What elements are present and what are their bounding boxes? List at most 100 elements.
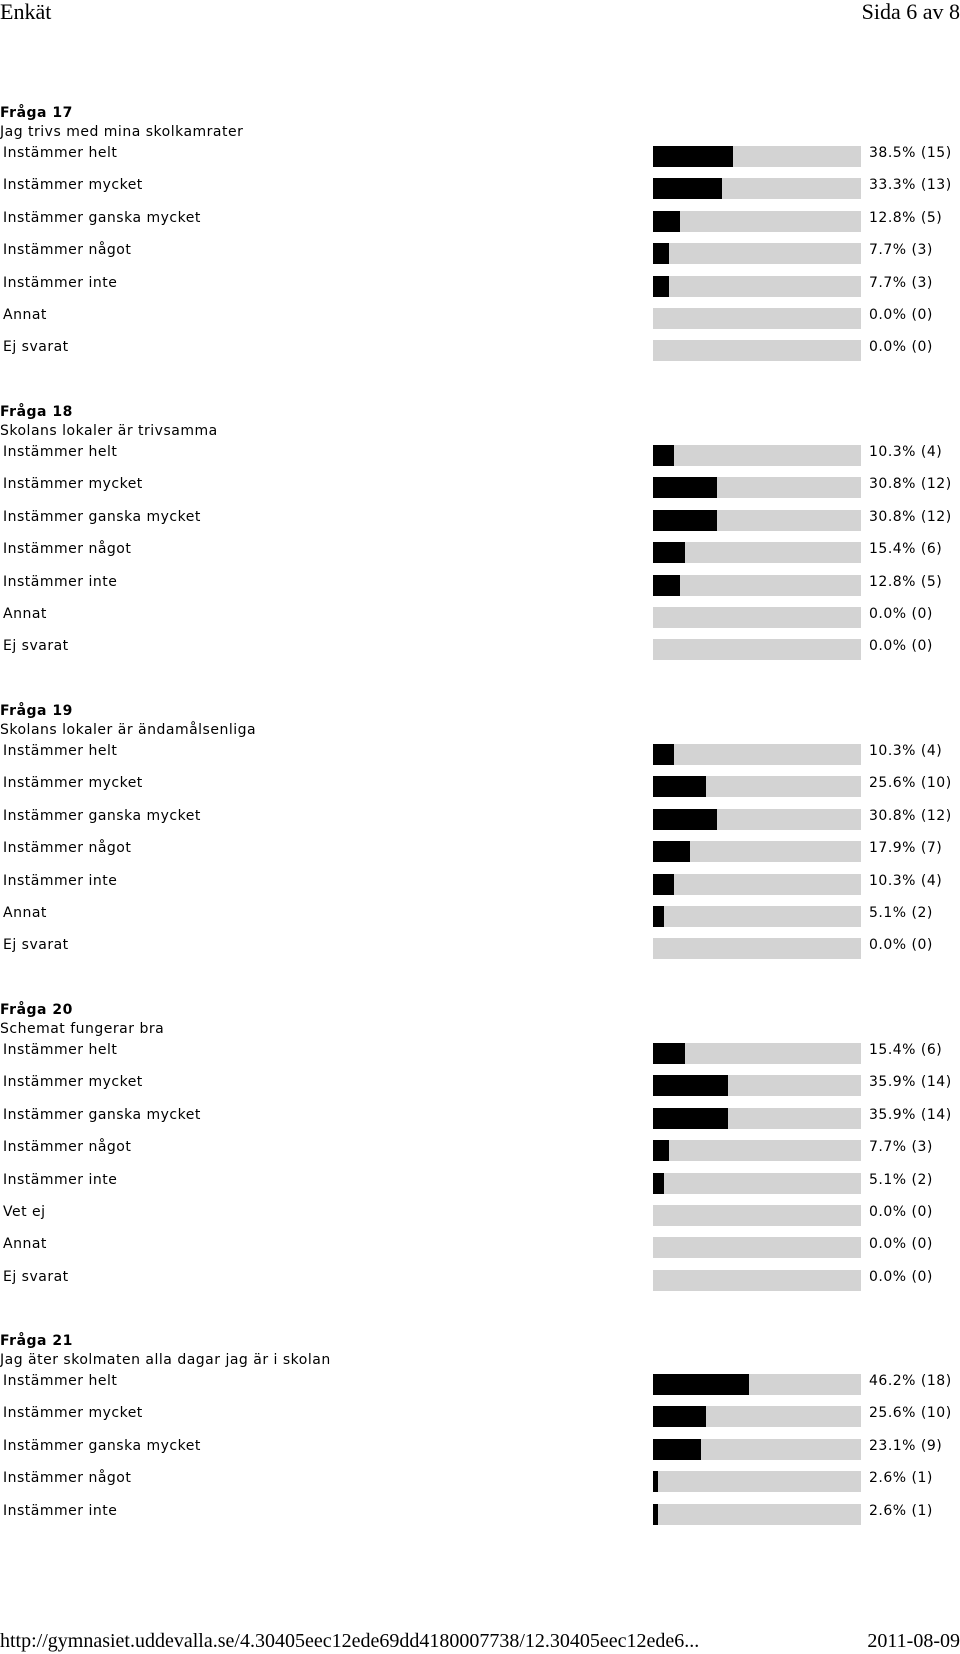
result-bar-track bbox=[653, 340, 861, 362]
answer-row: Instämmer ganska mycket 23.1% (9) bbox=[0, 1436, 960, 1468]
answer-value: 35.9% (14) bbox=[869, 1074, 952, 1091]
answer-value: 35.9% (14) bbox=[869, 1106, 952, 1123]
result-bar-track bbox=[653, 542, 861, 564]
answer-value: 30.8% (12) bbox=[869, 807, 952, 824]
answer-value: 0.0% (0) bbox=[869, 638, 933, 655]
result-bar-fill bbox=[653, 542, 685, 564]
result-bar-track bbox=[653, 906, 861, 927]
answer-value: 15.4% (6) bbox=[869, 541, 943, 558]
answer-row: Instämmer ganska mycket 30.8% (12) bbox=[0, 507, 960, 539]
answer-label: Instämmer mycket bbox=[3, 476, 143, 493]
answer-row: Instämmer mycket 25.6% (10) bbox=[0, 1403, 960, 1435]
answer-row: Instämmer mycket 33.3% (13) bbox=[0, 175, 960, 207]
result-bar-fill bbox=[653, 445, 674, 466]
answer-label: Instämmer något bbox=[3, 541, 132, 558]
answer-row: Ej svarat 0.0% (0) bbox=[0, 1267, 960, 1299]
result-bar-track bbox=[653, 639, 861, 661]
answer-value: 10.3% (4) bbox=[869, 872, 943, 889]
answer-label: Instämmer inte bbox=[3, 274, 118, 291]
answer-value: 12.8% (5) bbox=[869, 209, 943, 226]
result-bar-track bbox=[653, 607, 861, 628]
page-number: Sida 6 av 8 bbox=[861, 0, 960, 24]
answer-value: 23.1% (9) bbox=[869, 1437, 943, 1454]
answer-row: Instämmer helt 38.5% (15) bbox=[0, 143, 960, 175]
answer-label: Ej svarat bbox=[3, 1268, 69, 1285]
result-bar-fill bbox=[653, 873, 674, 895]
result-bar-track bbox=[653, 1043, 861, 1064]
answer-row: Instämmer inte 2.6% (1) bbox=[0, 1501, 960, 1533]
answer-value: 0.0% (0) bbox=[869, 1236, 933, 1253]
answer-row: Instämmer helt 15.4% (6) bbox=[0, 1040, 960, 1072]
result-bar-fill bbox=[653, 1374, 749, 1395]
page-header-title: Enkät bbox=[0, 0, 52, 24]
answer-row: Instämmer inte 7.7% (3) bbox=[0, 273, 960, 305]
answer-value: 0.0% (0) bbox=[869, 1204, 933, 1220]
answer-value: 46.2% (18) bbox=[869, 1373, 952, 1389]
answer-value: 10.3% (4) bbox=[869, 743, 943, 759]
answer-value: 17.9% (7) bbox=[869, 840, 943, 857]
answer-row: Instämmer inte 10.3% (4) bbox=[0, 871, 960, 903]
answer-row: Instämmer något 17.9% (7) bbox=[0, 838, 960, 870]
result-bar-fill bbox=[653, 509, 717, 531]
answer-label: Instämmer inte bbox=[3, 872, 118, 889]
result-bar-track bbox=[653, 477, 861, 499]
result-bar-fill bbox=[653, 178, 722, 200]
answer-label: Instämmer helt bbox=[3, 145, 118, 161]
answer-row: Annat 0.0% (0) bbox=[0, 1234, 960, 1266]
answer-row: Instämmer mycket 35.9% (14) bbox=[0, 1072, 960, 1104]
result-bar-track bbox=[653, 1107, 861, 1129]
answer-value: 10.3% (4) bbox=[869, 444, 943, 460]
answer-label: Instämmer mycket bbox=[3, 775, 143, 792]
result-bar-fill bbox=[653, 1043, 685, 1064]
answer-row: Instämmer ganska mycket 35.9% (14) bbox=[0, 1105, 960, 1137]
answer-label: Instämmer helt bbox=[3, 1042, 118, 1058]
answer-row: Instämmer inte 5.1% (2) bbox=[0, 1170, 960, 1202]
answer-label: Instämmer ganska mycket bbox=[3, 1437, 201, 1454]
answer-value: 0.0% (0) bbox=[869, 606, 933, 622]
question-text: Jag trivs med mina skolkamrater bbox=[0, 124, 244, 140]
question-text: Skolans lokaler är ändamålsenliga bbox=[0, 722, 257, 738]
result-bar-track bbox=[653, 1438, 861, 1460]
answer-value: 0.0% (0) bbox=[869, 937, 933, 954]
answer-label: Instämmer något bbox=[3, 840, 132, 857]
result-bar-track bbox=[653, 744, 861, 765]
answer-row: Instämmer helt 46.2% (18) bbox=[0, 1371, 960, 1403]
answer-value: 12.8% (5) bbox=[869, 573, 943, 590]
answer-value: 30.8% (12) bbox=[869, 508, 952, 525]
result-bar-track bbox=[653, 574, 861, 596]
answer-value: 15.4% (6) bbox=[869, 1042, 943, 1058]
result-bar-fill bbox=[653, 146, 733, 167]
answer-value: 33.3% (13) bbox=[869, 177, 952, 194]
answer-label: Instämmer inte bbox=[3, 573, 118, 590]
result-bar-fill bbox=[653, 574, 680, 596]
answer-label: Instämmer mycket bbox=[3, 1405, 143, 1422]
answer-value: 0.0% (0) bbox=[869, 1268, 933, 1285]
answer-label: Ej svarat bbox=[3, 937, 69, 954]
result-bar-fill bbox=[653, 776, 706, 798]
question-title: Fråga 20 bbox=[0, 1002, 73, 1018]
result-bar-track bbox=[653, 938, 861, 960]
answer-row: Instämmer mycket 30.8% (12) bbox=[0, 474, 960, 506]
result-bar-track bbox=[653, 1075, 861, 1097]
result-bar-fill bbox=[653, 1140, 669, 1162]
question-text: Skolans lokaler är trivsamma bbox=[0, 423, 218, 439]
result-bar-fill bbox=[653, 1438, 701, 1460]
result-bar-fill bbox=[653, 906, 664, 927]
answer-label: Instämmer mycket bbox=[3, 177, 143, 194]
footer-url: http://gymnasiet.uddevalla.se/4.30405eec… bbox=[0, 1630, 700, 1652]
answer-label: Annat bbox=[3, 307, 47, 323]
answer-row: Instämmer inte 12.8% (5) bbox=[0, 572, 960, 604]
result-bar-fill bbox=[653, 1471, 658, 1493]
answer-value: 2.6% (1) bbox=[869, 1502, 933, 1519]
result-bar-track bbox=[653, 1269, 861, 1291]
result-bar-track bbox=[653, 178, 861, 200]
answer-label: Instämmer helt bbox=[3, 444, 118, 460]
result-bar-track bbox=[653, 308, 861, 329]
result-bar-fill bbox=[653, 243, 669, 265]
result-bar-track bbox=[653, 1503, 861, 1525]
answer-label: Instämmer något bbox=[3, 242, 132, 259]
answer-label: Annat bbox=[3, 905, 47, 921]
result-bar-track bbox=[653, 873, 861, 895]
result-bar-track bbox=[653, 146, 861, 167]
question-title: Fråga 17 bbox=[0, 105, 73, 121]
